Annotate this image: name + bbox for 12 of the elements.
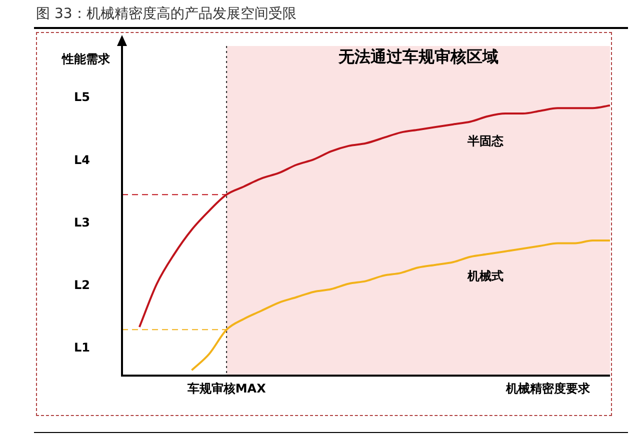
text: 车规审核MAX: [186, 382, 267, 396]
text: L5: [74, 90, 90, 104]
series-label: 半固态: [466, 134, 505, 148]
text: L4: [74, 152, 90, 167]
y-axis-title: 性能需求: [61, 52, 111, 66]
series-label: 机械式: [466, 268, 504, 283]
text: L3: [74, 215, 90, 230]
text: 无法通过车规审核区域: [337, 47, 498, 66]
text: L1: [74, 340, 90, 355]
text: L2: [74, 278, 90, 292]
chart-title: 图 33：机械精密度高的产品发展空间受限: [36, 5, 296, 23]
x-axis-title: 机械精密度要求: [505, 382, 591, 396]
